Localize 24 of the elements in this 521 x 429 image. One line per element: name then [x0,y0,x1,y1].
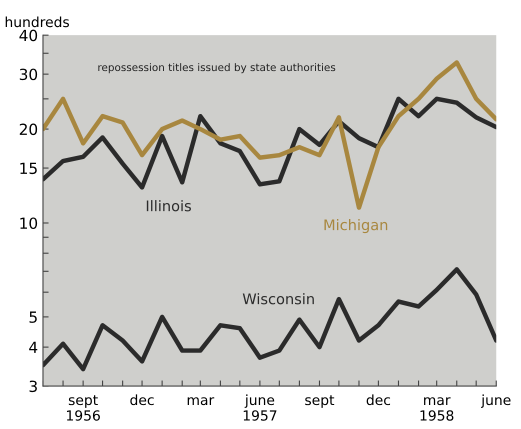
y-tick-label: 3 [30,380,37,392]
series-label: Wisconsin [242,293,314,304]
series-label: Michigan [324,219,388,234]
series-label: Illinois [146,200,191,212]
y-tick-label: 4 [29,342,38,353]
x-tick-label: sept 1956 [66,395,100,421]
y-axis-title: hundreds [6,16,69,28]
x-tick-label: june 1957 [244,394,276,421]
line-series [42,60,496,210]
y-tick-label: 20 [20,124,38,136]
y-tick-label: 10 [20,217,38,230]
x-tick-label: dec [130,394,154,406]
x-tick-label: sept [305,395,334,408]
y-tick-label: 40 [19,30,38,42]
y-tick-label: 15 [20,162,37,174]
y-tick-label: 30 [20,68,38,80]
x-tick-label: mar 1958 [420,397,454,421]
x-tick-label: dec [366,394,390,406]
x-tick-label: mar [188,397,214,406]
y-tick-label: 5 [30,312,37,323]
x-tick-label: june [480,394,511,408]
text: repossession titles issued by state authorities [98,63,336,74]
line-series [42,267,496,372]
line-series [42,96,496,190]
